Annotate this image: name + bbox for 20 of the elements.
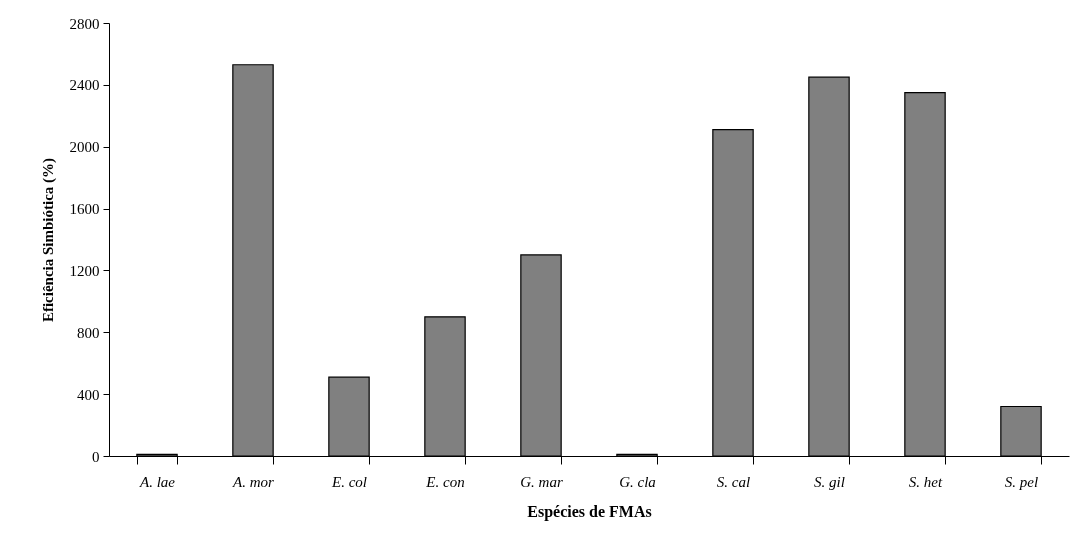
y-tick-label: 1600 bbox=[69, 201, 100, 218]
x-tick-label: S. gil bbox=[814, 473, 845, 490]
x-tick-label: S. cal bbox=[716, 473, 751, 490]
y-tick-label: 2800 bbox=[69, 15, 100, 32]
y-tick-label: 1200 bbox=[69, 262, 100, 279]
x-axis-title: Espécies de FMAs bbox=[527, 502, 652, 521]
y-tick-label: 2400 bbox=[69, 77, 100, 94]
x-tick-label: A. mor bbox=[232, 473, 275, 490]
x-tick-label: S. pel bbox=[1004, 473, 1039, 490]
y-tick-label: 2000 bbox=[69, 139, 100, 156]
x-tick-label: A. lae bbox=[139, 473, 176, 490]
y-tick-label: 400 bbox=[77, 386, 100, 403]
x-tick-label: G. cla bbox=[619, 473, 656, 490]
x-tick-label: S. het bbox=[908, 473, 943, 490]
y-tick-label: 800 bbox=[77, 324, 100, 341]
x-tick-label: E. con bbox=[425, 473, 465, 490]
y-tick-label: 0 bbox=[92, 448, 100, 465]
y-axis-title: Eficiência Simbiótica (%) bbox=[39, 157, 57, 323]
x-tick-label: E. col bbox=[331, 473, 367, 490]
x-tick-label: G. mar bbox=[520, 473, 563, 490]
